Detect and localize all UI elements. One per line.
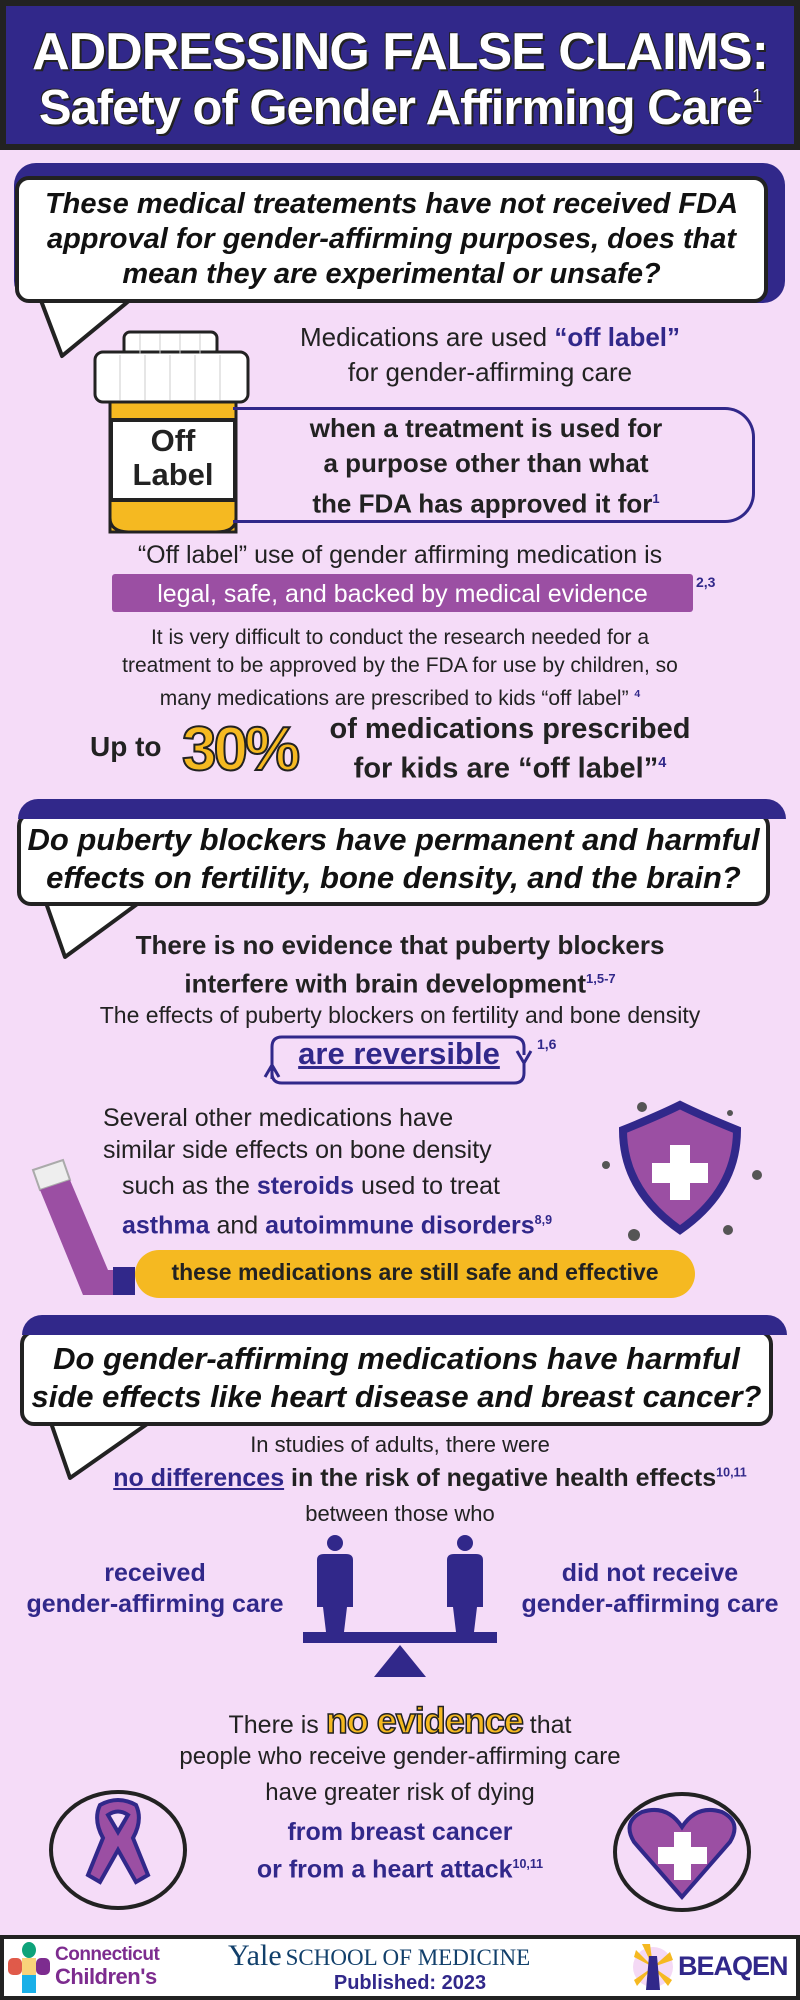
other-meds-text: Several other medications have similar s…: [103, 1102, 492, 1166]
text: Several other medications have: [103, 1104, 454, 1132]
no-evidence-text: There is no evidence that: [0, 1699, 800, 1742]
cause-text: from breast cancer or from a heart attac…: [200, 1816, 600, 1885]
text: of medications prescribed: [329, 713, 691, 745]
text: people who receive gender-affirming care: [179, 1743, 621, 1770]
reference: 4: [658, 755, 667, 771]
logo-text: Yale: [228, 1939, 282, 1972]
reference: 1: [652, 491, 660, 506]
text: used to treat: [354, 1172, 501, 1200]
legal-highlight: legal, safe, and backed by medical evide…: [112, 574, 693, 612]
reversible-arrows-icon: [263, 1035, 533, 1085]
brain-text: There is no evidence that puberty blocke…: [100, 928, 700, 1001]
connecticut-childrens-logo-icon: [8, 1942, 50, 1993]
text: similar side effects on bone density: [103, 1136, 492, 1164]
text: treatment to be approved by the FDA for …: [122, 654, 678, 677]
header-banner: [0, 0, 800, 150]
question-2: Do puberty blockers have permanent and h…: [17, 812, 770, 906]
text: gender-affirming care: [521, 1590, 779, 1618]
studies-text: In studies of adults, there were: [250, 1432, 550, 1457]
off-label-emphasis: “off label”: [554, 322, 681, 352]
balance-scale-icon: [303, 1535, 497, 1677]
no-differences-emphasis: no differences: [113, 1464, 285, 1492]
received-label: received gender-affirming care: [0, 1558, 310, 1620]
text: such as the: [122, 1172, 257, 1200]
definition-box: [233, 407, 755, 523]
lighthouse-logo-icon: [633, 1944, 673, 1990]
bottle-label-line: Label: [132, 457, 214, 492]
page-title: ADDRESSING FALSE CLAIMS:: [32, 23, 769, 81]
effects-text: The effects of puberty blockers on ferti…: [99, 1002, 701, 1028]
bottle-label: Off Label: [111, 424, 235, 492]
text: that: [522, 1711, 572, 1739]
asthma-emphasis: asthma: [122, 1211, 210, 1240]
reference: 4: [634, 688, 641, 700]
reference: 1,6: [537, 1036, 557, 1052]
shield-cross-icon: [602, 1100, 762, 1241]
text: It is very difficult to conduct the rese…: [150, 626, 650, 649]
stat-value: 30%: [181, 714, 301, 785]
text: Medications are used: [299, 322, 555, 352]
person-icon: [327, 1535, 343, 1551]
reference: 1,5-7: [586, 971, 616, 986]
inhaler-icon: [31, 1158, 135, 1295]
logo-text: Children's: [55, 1964, 157, 1989]
autoimmune-emphasis: autoimmune disorders: [265, 1211, 535, 1240]
reference: 2,3: [696, 574, 716, 590]
subtitle-text: Safety of Gender Affirming Care: [38, 81, 753, 135]
steroids-emphasis: steroids: [256, 1172, 355, 1200]
definition-text: when a treatment is used for a purpose o…: [236, 411, 736, 522]
text: or from a heart attack: [256, 1855, 513, 1884]
steroids-text: such as the steroids used to treat asthm…: [122, 1169, 552, 1242]
medications-text: Medications are used “off label” for gen…: [240, 320, 740, 390]
not-received-label: did not receive gender-affirming care: [500, 1558, 800, 1620]
legal-intro: “Off label” use of gender affirming medi…: [137, 541, 663, 569]
published-date: Published: 2023: [333, 1972, 487, 1994]
text: when a treatment is used for: [309, 413, 663, 443]
pill-bottle-icon: [93, 330, 250, 534]
page-subtitle: Safety of Gender Affirming Care1: [0, 80, 800, 136]
risk-text: people who receive gender-affirming care…: [0, 1739, 800, 1811]
bottle-label-line: Off: [150, 423, 196, 458]
text: have greater risk of dying: [265, 1779, 535, 1806]
text: for kids are “off label”: [353, 752, 659, 785]
question-backing: [18, 799, 786, 819]
person-icon: [457, 1535, 473, 1551]
beaqen-logo: BEAQEN: [678, 1951, 789, 1981]
question-backing: [22, 1315, 787, 1335]
reversible-text: are reversible: [298, 1036, 500, 1071]
text: received: [104, 1559, 206, 1587]
text: gender-affirming care: [26, 1590, 284, 1618]
logo-text: Connecticut: [55, 1944, 160, 1965]
reference: 8,9: [534, 1213, 553, 1227]
yale-logo: Yale SCHOOL OF MEDICINE: [228, 1939, 530, 1973]
text: many medications are prescribed to kids …: [159, 687, 629, 710]
logo-text: SCHOOL OF MEDICINE: [285, 1945, 531, 1970]
text: the FDA has approved it for: [312, 488, 653, 519]
text: a purpose other than what: [323, 448, 649, 478]
awareness-ribbon-icon: [49, 1790, 187, 1910]
between-text: between those who: [305, 1501, 495, 1526]
question-3: Do gender-affirming medications have har…: [20, 1330, 773, 1426]
text: There is: [228, 1711, 326, 1739]
stat-text: of medications prescribed for kids are “…: [310, 712, 710, 786]
stat-prefix: Up to: [90, 731, 162, 762]
reference: 10,11: [716, 1465, 747, 1480]
connecticut-childrens-logo: Connecticut Children's: [55, 1944, 160, 1989]
no-differences-text: no differences in the risk of negative h…: [60, 1464, 800, 1493]
no-evidence-emphasis: no evidence: [325, 1699, 525, 1742]
text: interfere with brain development: [184, 968, 586, 999]
text: did not receive: [561, 1559, 739, 1587]
safe-highlight: [135, 1250, 695, 1298]
text: There is no evidence that puberty blocke…: [135, 930, 665, 960]
reference: 10,11: [512, 1857, 544, 1871]
text: in the risk of negative health effects: [284, 1464, 717, 1492]
text: for gender-affirming care: [347, 357, 633, 387]
heart-cross-icon: [613, 1792, 751, 1912]
text: from breast cancer: [287, 1818, 513, 1846]
research-text: It is very difficult to conduct the rese…: [0, 624, 800, 713]
reference: 1: [752, 86, 762, 106]
question-1: These medical treatements have not recei…: [15, 176, 768, 303]
text: and: [209, 1211, 266, 1240]
safe-text: these medications are still safe and eff…: [171, 1259, 659, 1285]
